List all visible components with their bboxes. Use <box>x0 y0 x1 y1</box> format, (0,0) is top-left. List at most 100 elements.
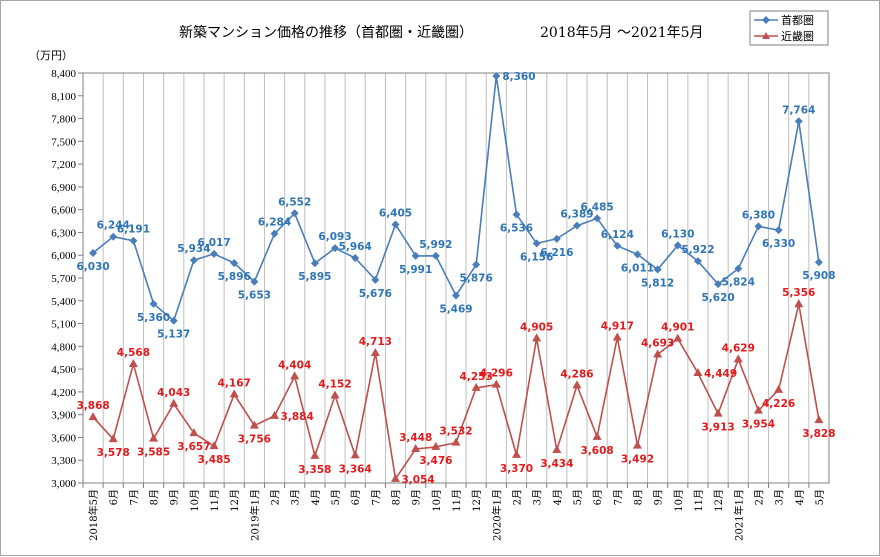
data-label-shutoken: 5,895 <box>298 271 331 283</box>
data-label-shutoken: 7,764 <box>782 104 815 116</box>
data-point-kinki <box>249 420 259 429</box>
data-point-shutoken <box>532 239 541 248</box>
x-tick-label: 7月 <box>128 489 140 505</box>
y-tick-label: 5,100 <box>51 319 76 331</box>
data-point-shutoken <box>89 248 98 257</box>
x-tick-label: 11月 <box>693 489 705 512</box>
data-point-kinki <box>149 433 159 442</box>
data-point-shutoken <box>512 210 521 219</box>
y-tick-label: 6,600 <box>51 205 76 217</box>
y-tick-label: 7,500 <box>51 136 76 148</box>
data-label-shutoken: 5,876 <box>460 273 493 285</box>
data-point-kinki <box>270 410 280 419</box>
y-axis-unit-label: （万円） <box>29 49 73 62</box>
legend-diamond-marker <box>762 16 770 24</box>
data-point-kinki <box>653 349 663 358</box>
data-point-shutoken <box>270 229 279 238</box>
data-point-kinki <box>511 449 521 458</box>
data-point-shutoken <box>210 249 219 258</box>
y-tick-label: 8,400 <box>51 68 76 80</box>
data-point-shutoken <box>774 226 783 235</box>
plot-background <box>83 73 829 483</box>
data-label-kinki: 4,713 <box>359 336 392 348</box>
data-point-kinki <box>290 371 300 380</box>
data-point-kinki <box>108 434 118 443</box>
data-label-kinki: 3,608 <box>581 445 614 457</box>
data-point-shutoken <box>452 291 460 300</box>
data-label-shutoken: 6,380 <box>742 209 775 221</box>
data-label-shutoken: 5,469 <box>439 304 472 316</box>
data-point-shutoken <box>431 251 440 260</box>
data-point-kinki <box>391 473 401 482</box>
data-point-shutoken <box>169 316 178 325</box>
y-tick-label: 8,100 <box>51 91 76 103</box>
data-label-kinki: 3,532 <box>439 426 472 438</box>
data-label-shutoken: 6,552 <box>278 196 311 208</box>
y-tick-label: 7,800 <box>51 114 76 126</box>
data-point-shutoken <box>613 241 622 250</box>
data-label-kinki: 3,434 <box>540 458 573 470</box>
x-tick-label: 9月 <box>653 489 665 505</box>
data-point-shutoken <box>734 264 743 273</box>
data-point-kinki <box>572 380 582 389</box>
chart-title: 新築マンション価格の推移（首都圏・近畿圏） <box>179 25 473 41</box>
data-label-kinki: 4,226 <box>762 398 795 410</box>
data-point-kinki <box>491 379 501 388</box>
data-point-shutoken <box>129 236 138 245</box>
data-label-kinki: 3,578 <box>97 447 130 459</box>
x-tick-label: 2月 <box>270 489 282 505</box>
x-tick-label: 6月 <box>350 489 362 505</box>
x-tick-label: 5月 <box>814 489 826 505</box>
data-point-shutoken <box>633 250 642 259</box>
x-tick-label: 12月 <box>713 489 725 512</box>
x-tick-label: 4月 <box>794 489 806 505</box>
data-point-shutoken <box>189 256 198 265</box>
x-tick-label: 2020年1月 <box>490 489 503 541</box>
data-label-kinki: 3,954 <box>742 419 775 431</box>
data-label-kinki: 5,356 <box>782 287 815 299</box>
legend-box <box>749 10 829 46</box>
data-point-kinki <box>592 431 602 440</box>
x-tick-label: 7月 <box>370 489 382 505</box>
data-label-shutoken: 5,360 <box>137 312 170 324</box>
data-label-shutoken: 5,812 <box>641 277 674 289</box>
data-label-shutoken: 6,093 <box>318 231 351 243</box>
data-label-shutoken: 5,908 <box>802 270 835 282</box>
x-tick-label: 9月 <box>411 489 423 505</box>
data-label-kinki: 3,054 <box>402 474 435 486</box>
data-point-kinki <box>753 405 763 414</box>
y-tick-label: 5,400 <box>51 296 76 308</box>
x-tick-label: 3月 <box>290 489 302 505</box>
x-tick-label: 7月 <box>612 489 624 505</box>
data-point-shutoken <box>351 253 360 262</box>
data-point-shutoken <box>230 259 239 268</box>
data-point-kinki <box>632 440 642 449</box>
data-point-kinki <box>673 333 683 342</box>
data-label-shutoken: 5,653 <box>238 290 271 302</box>
x-tick-label: 10月 <box>673 489 685 512</box>
y-tick-label: 3,300 <box>51 455 76 467</box>
data-label-shutoken: 6,030 <box>76 261 109 273</box>
data-label-kinki: 4,404 <box>278 359 311 371</box>
data-label-shutoken: 5,991 <box>399 264 432 276</box>
data-label-kinki: 4,568 <box>117 347 150 359</box>
y-tick-label: 4,800 <box>51 341 76 353</box>
data-point-kinki <box>229 389 239 398</box>
data-label-shutoken: 6,330 <box>762 238 795 250</box>
x-tick-label: 10月 <box>431 489 443 512</box>
data-label-kinki: 3,657 <box>177 441 210 453</box>
y-tick-label: 6,000 <box>51 250 76 262</box>
x-tick-label: 12月 <box>471 489 483 512</box>
y-tick-label: 3,600 <box>51 432 76 444</box>
data-point-kinki <box>713 408 723 417</box>
data-point-shutoken <box>331 244 340 253</box>
data-label-shutoken: 6,284 <box>258 217 291 229</box>
data-label-kinki: 4,253 <box>460 371 493 383</box>
data-label-kinki: 4,152 <box>318 379 351 391</box>
data-label-kinki: 4,286 <box>560 368 593 380</box>
data-label-shutoken: 6,389 <box>560 209 593 221</box>
x-tick-label: 2018年5月 <box>87 489 100 541</box>
legend: 首都圏 近畿圏 <box>749 10 829 46</box>
data-label-shutoken: 6,536 <box>500 223 533 235</box>
x-tick-label: 2019年1月 <box>248 489 261 541</box>
